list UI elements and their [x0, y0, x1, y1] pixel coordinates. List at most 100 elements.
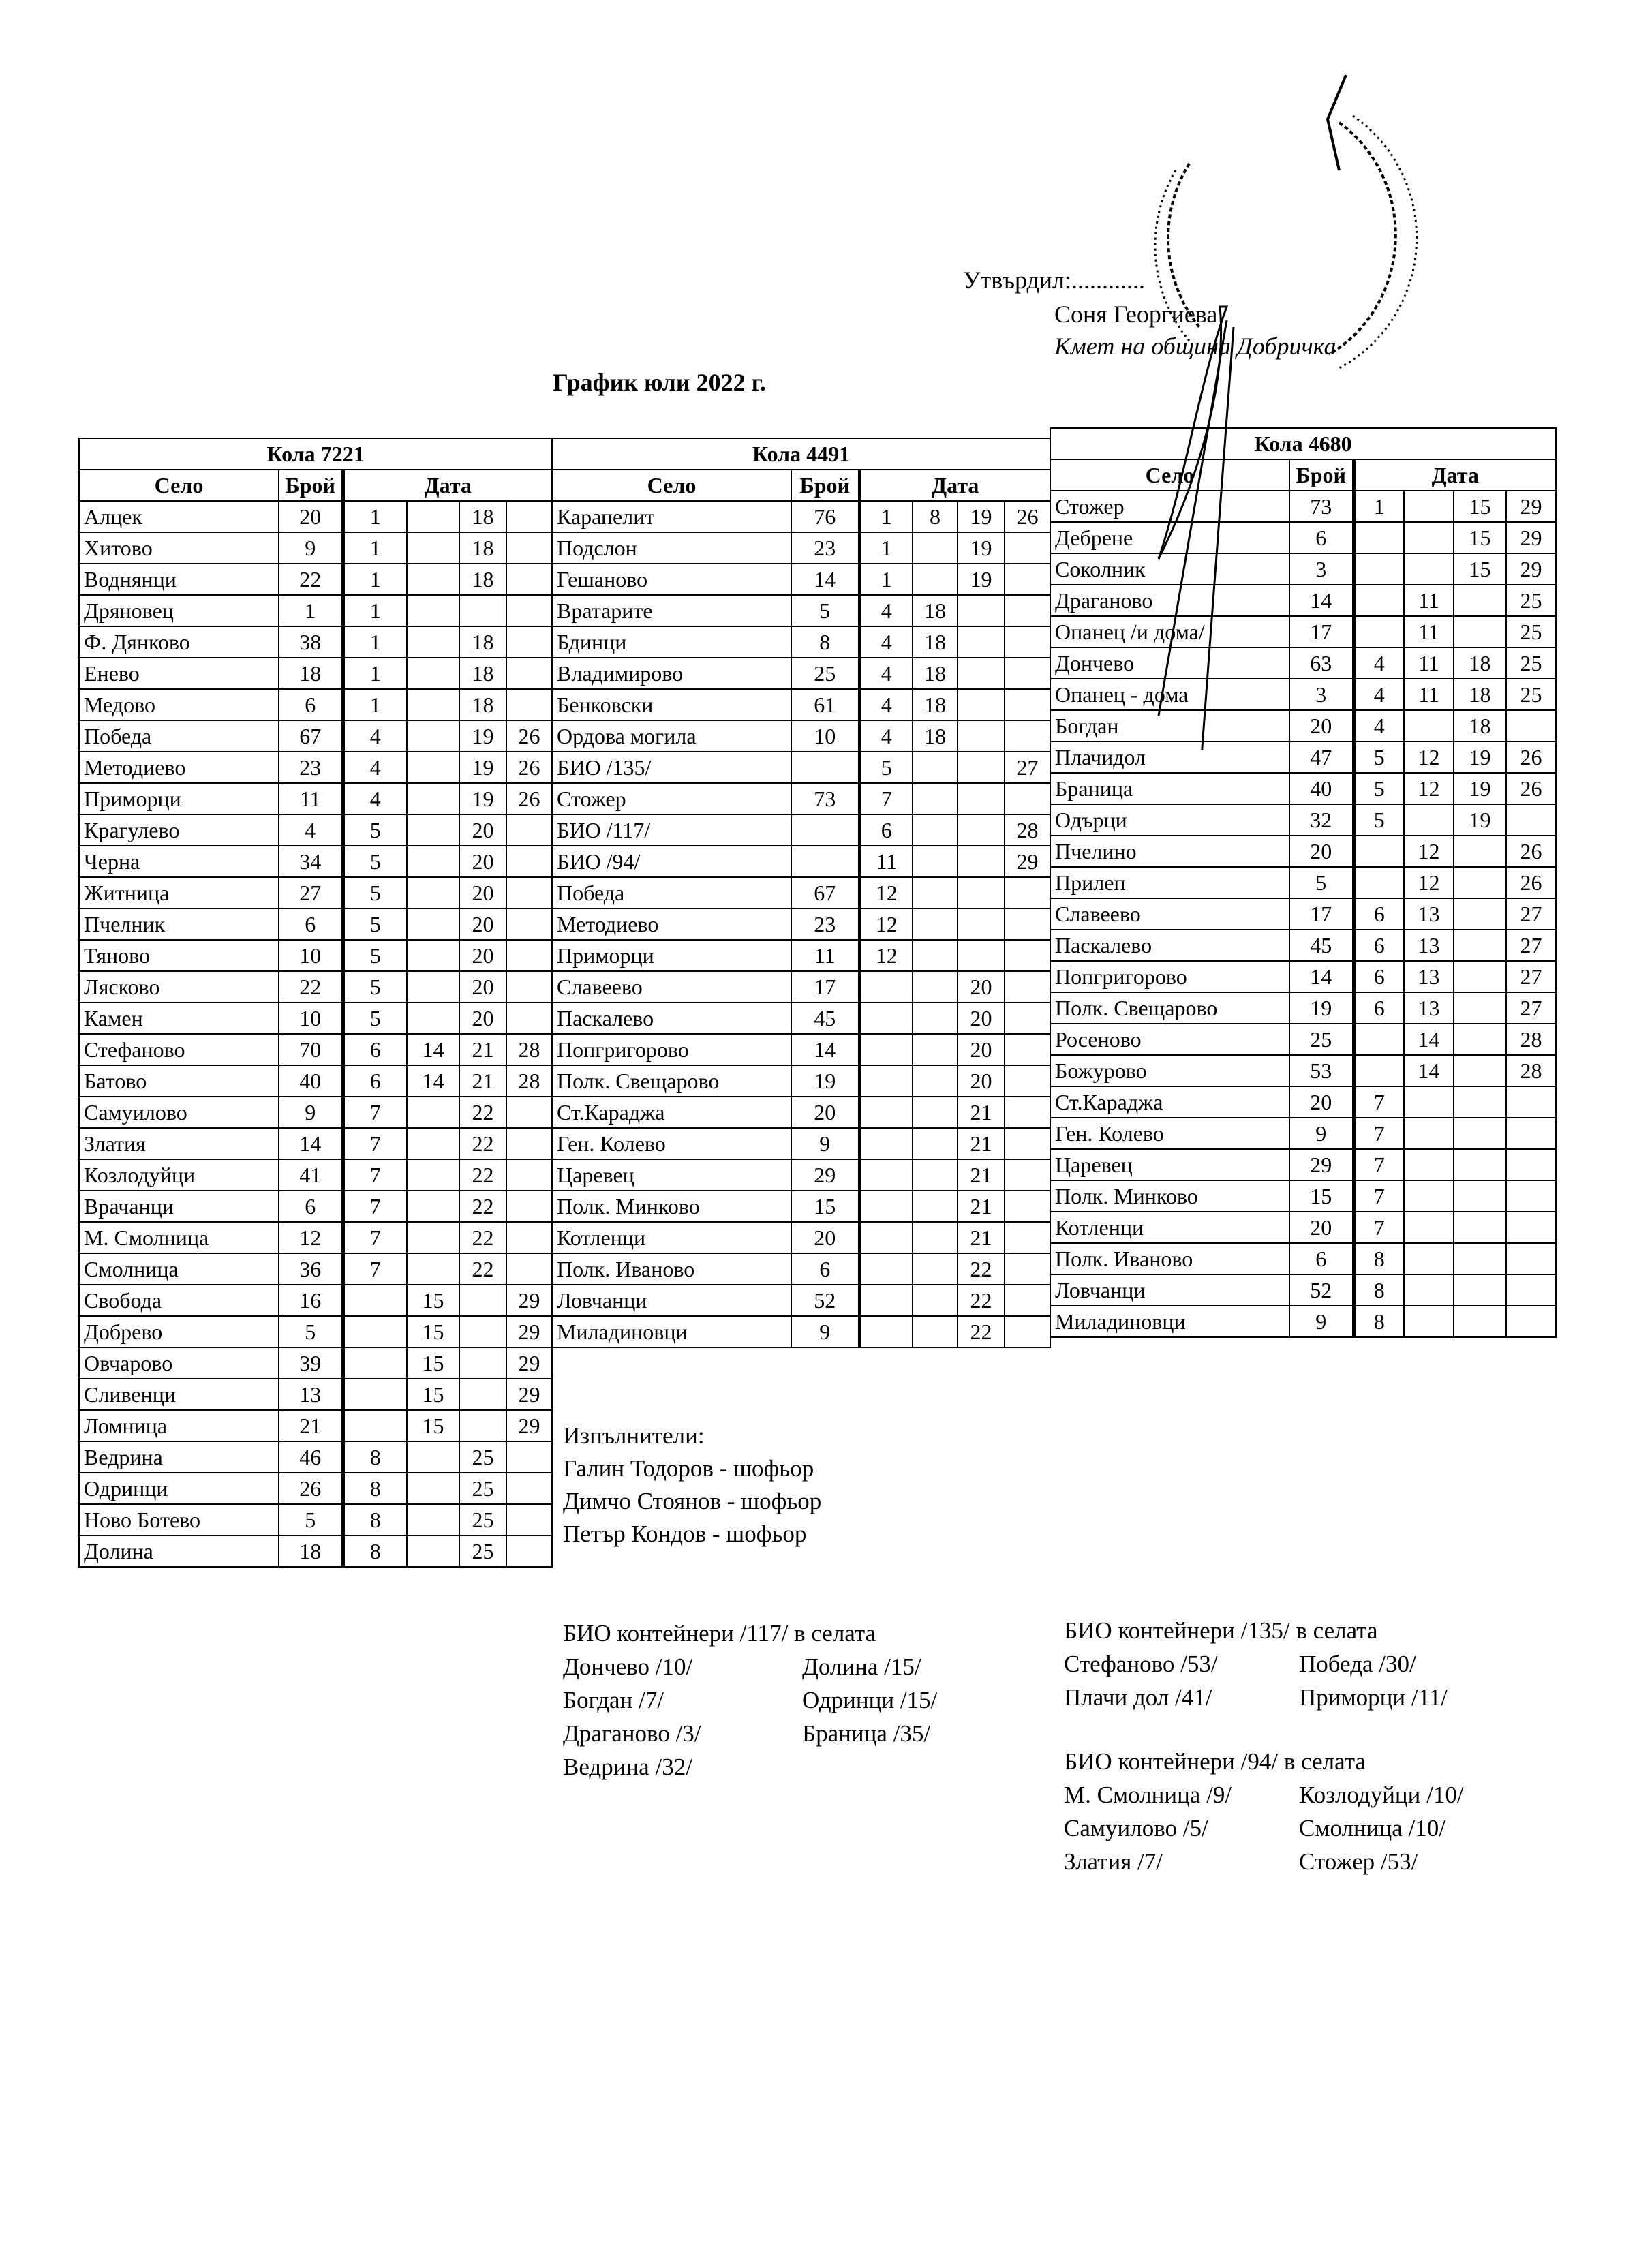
date-cell — [912, 970, 958, 1003]
date-cell: 8 — [1351, 1242, 1405, 1275]
table-row: Царевец 29 7 — [1050, 1148, 1557, 1181]
village-cell: Козлодуйци — [78, 1159, 279, 1191]
date-cell: 13 — [1403, 898, 1454, 930]
village-cell: Камен — [78, 1002, 279, 1035]
count-cell: 10 — [791, 720, 860, 752]
village-cell: Пчелник — [78, 908, 279, 941]
date-cell — [957, 594, 1005, 627]
date-cell: 18 — [912, 688, 958, 721]
count-cell: 9 — [1289, 1117, 1354, 1150]
date-cell — [1505, 709, 1557, 742]
village-cell: Царевец — [551, 1159, 792, 1191]
table-row: Соколник 3 15 29 — [1050, 553, 1557, 585]
village-cell: Победа — [551, 876, 792, 909]
date-cell — [1003, 939, 1052, 972]
date-cell: 1 — [857, 532, 913, 564]
date-cell — [1351, 584, 1405, 617]
date-cell: 25 — [1505, 647, 1557, 679]
date-cell — [505, 532, 553, 564]
date-cell — [406, 1002, 460, 1035]
date-cell: 20 — [459, 939, 507, 972]
date-cell — [957, 876, 1005, 909]
schedule-table-vehicle-2: Кола 4491 Село Брой Дата Карапелит 76 1 8 19 26 По… — [551, 438, 1052, 1348]
date-cell: 29 — [505, 1409, 553, 1442]
column-header-count: Брой — [278, 469, 343, 502]
village-cell: Дончево — [1050, 647, 1290, 679]
count-cell: 20 — [791, 1096, 860, 1129]
table-row: Владимирово 25 4 18 — [551, 657, 1052, 690]
bio-section-title: БИО контейнери /94/ в селата — [1064, 1748, 1366, 1775]
bio-village: Плачи дол /41/ — [1064, 1684, 1212, 1711]
date-cell — [1403, 1274, 1454, 1306]
date-cell — [341, 1409, 408, 1442]
table-row: Браница 40 5 12 19 26 — [1050, 772, 1557, 805]
date-cell: 6 — [1351, 898, 1405, 930]
column-header-date: Дата — [341, 469, 553, 502]
date-cell: 12 — [857, 939, 913, 972]
table-row: Свобода 16 15 29 — [78, 1284, 553, 1317]
date-cell: 7 — [1351, 1117, 1405, 1150]
column-header-row: Село Брой Дата — [551, 469, 1052, 502]
date-cell — [505, 1096, 553, 1129]
count-cell: 20 — [1289, 1211, 1354, 1244]
count-cell: 45 — [791, 1002, 860, 1035]
count-cell: 67 — [791, 876, 860, 909]
column-header-village: Село — [78, 469, 279, 502]
village-cell: Житница — [78, 876, 279, 909]
date-cell: 8 — [341, 1503, 408, 1536]
date-cell: 7 — [857, 782, 913, 815]
date-cell: 4 — [857, 720, 913, 752]
date-cell: 1 — [1351, 490, 1405, 523]
date-cell — [505, 1127, 553, 1160]
table-row: Приморци 11 12 — [551, 939, 1052, 972]
count-cell: 3 — [1289, 553, 1354, 585]
date-cell: 14 — [406, 1065, 460, 1097]
count-cell: 47 — [1289, 741, 1354, 774]
date-cell — [1003, 688, 1052, 721]
village-cell: Миладиновци — [1050, 1305, 1290, 1338]
table-row: Ст.Караджа 20 21 — [551, 1096, 1052, 1129]
village-cell: Ф. Дянково — [78, 626, 279, 658]
table-row: Ново Ботево 5 8 25 — [78, 1503, 553, 1536]
village-cell: БИО /117/ — [551, 814, 792, 846]
date-cell — [1453, 960, 1507, 993]
table-row: Дряновец 1 1 — [78, 594, 553, 627]
count-cell: 15 — [791, 1190, 860, 1223]
count-cell: 9 — [1289, 1305, 1354, 1338]
column-header-date: Дата — [857, 469, 1052, 502]
date-cell — [912, 1315, 958, 1348]
date-cell — [505, 626, 553, 658]
date-cell — [341, 1378, 408, 1411]
date-cell — [1453, 1180, 1507, 1212]
village-cell: Ген. Колево — [1050, 1117, 1290, 1150]
date-cell — [957, 782, 1005, 815]
date-cell: 29 — [1505, 521, 1557, 554]
date-cell — [1453, 1054, 1507, 1087]
date-cell: 20 — [459, 908, 507, 941]
date-cell — [406, 563, 460, 596]
date-cell: 22 — [459, 1221, 507, 1254]
date-cell: 22 — [957, 1315, 1005, 1348]
date-cell — [406, 1159, 460, 1191]
date-cell: 18 — [912, 626, 958, 658]
date-cell: 18 — [912, 720, 958, 752]
date-cell — [857, 1002, 913, 1035]
table-row: Опанец /и дома/17 11 25 — [1050, 615, 1557, 648]
table-row: Победа 67 12 — [551, 876, 1052, 909]
date-cell — [459, 1315, 507, 1348]
count-cell: 10 — [278, 939, 343, 972]
bio-row: Плачи дол /41/Приморци /11/ — [1064, 1681, 1448, 1714]
bio-village: Златия /7/ — [1064, 1848, 1163, 1875]
village-cell: Росеново — [1050, 1023, 1290, 1056]
date-cell — [406, 688, 460, 721]
village-cell: Божурово — [1050, 1054, 1290, 1087]
count-cell: 41 — [278, 1159, 343, 1191]
date-cell: 19 — [957, 500, 1005, 533]
date-cell — [912, 1159, 958, 1191]
date-cell — [1505, 1211, 1557, 1244]
date-cell — [1403, 490, 1454, 523]
table-row: Миладиновци 9 8 — [1050, 1305, 1557, 1338]
date-cell: 4 — [857, 688, 913, 721]
date-cell: 27 — [1505, 992, 1557, 1024]
date-cell — [1453, 1023, 1507, 1056]
